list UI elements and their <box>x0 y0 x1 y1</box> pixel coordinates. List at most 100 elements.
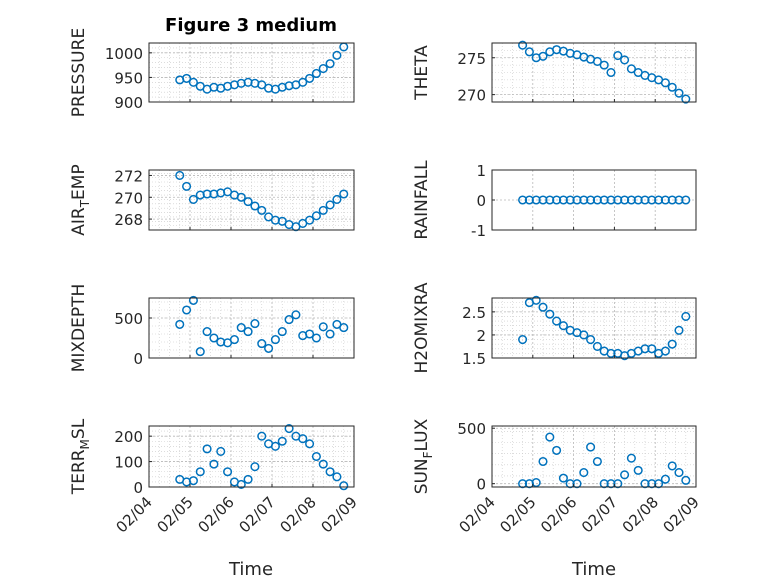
xtick-label: 02/06 <box>195 493 238 536</box>
xtick-label: 02/09 <box>660 493 703 536</box>
data-point <box>647 344 657 354</box>
data-point <box>572 195 582 205</box>
ytick-label: 1.5 <box>462 350 486 368</box>
data-point <box>660 195 670 205</box>
data-point <box>538 51 548 61</box>
data-point <box>606 195 616 205</box>
data-point <box>660 78 670 88</box>
data-point <box>270 441 280 451</box>
xtick-label: 02/04 <box>113 493 156 536</box>
data-point <box>216 446 226 456</box>
data-point <box>325 329 335 339</box>
data-point <box>545 309 555 319</box>
data-point <box>257 431 267 441</box>
data-point <box>284 315 294 325</box>
ytick-label: 100 <box>114 454 143 472</box>
xtick-label: 02/09 <box>318 493 361 536</box>
ylabel: PRESSURE <box>69 28 89 117</box>
data-point <box>257 80 267 90</box>
data-point <box>243 197 253 207</box>
axes-box <box>148 42 355 103</box>
data-point <box>257 339 267 349</box>
data-point <box>339 189 349 199</box>
data-point <box>592 341 602 352</box>
data-point <box>667 82 677 92</box>
data-point <box>558 473 568 483</box>
data-point <box>586 195 596 205</box>
data-point <box>195 347 205 357</box>
data-point <box>538 456 548 467</box>
data-point <box>606 67 616 78</box>
data-point <box>586 442 596 452</box>
ytick-label: 0 <box>133 350 143 368</box>
data-point <box>626 195 636 205</box>
data-point <box>202 189 212 199</box>
data-point <box>592 195 602 205</box>
data-point <box>681 311 691 322</box>
ytick-label: 268 <box>114 211 143 229</box>
data-point <box>223 467 233 477</box>
data-point <box>318 205 328 215</box>
ytick-label: 2.5 <box>462 304 486 322</box>
data-point <box>188 476 198 486</box>
data-point <box>270 335 280 345</box>
data-point <box>531 195 541 205</box>
data-point <box>325 467 335 477</box>
data-point <box>599 195 609 205</box>
data-point <box>620 195 630 205</box>
axes-box <box>491 42 697 103</box>
data-point <box>620 55 630 65</box>
axes-box <box>148 297 355 359</box>
data-point <box>195 467 205 477</box>
xtick-label: 02/05 <box>154 493 197 536</box>
data-point <box>250 319 260 329</box>
data-point <box>284 423 294 434</box>
ytick-label: 2 <box>476 327 486 345</box>
data-point <box>264 343 274 353</box>
data-point <box>667 195 677 205</box>
data-point <box>182 305 192 315</box>
ytick-label: 270 <box>114 189 143 207</box>
axes-box <box>148 425 355 488</box>
xtick-label: 02/05 <box>496 493 539 536</box>
data-point <box>654 195 664 205</box>
data-point <box>626 64 636 74</box>
ytick-label: 200 <box>114 428 143 446</box>
ylabel: H2OMIXRA <box>412 282 432 373</box>
data-point <box>311 211 321 221</box>
data-point <box>175 319 185 329</box>
data-point <box>298 434 308 444</box>
data-point <box>209 459 219 469</box>
data-point <box>667 339 677 349</box>
data-point <box>579 330 589 340</box>
data-point <box>332 472 342 482</box>
data-point <box>188 295 198 305</box>
data-point <box>305 215 315 225</box>
data-point <box>674 88 684 98</box>
xtick-label: 02/07 <box>578 493 621 536</box>
subplot-mixdepth: 0 500 MIXDEPTH <box>69 284 355 372</box>
ytick-label: 272 <box>114 167 143 185</box>
subplot-theta: 270 275 THETA <box>412 40 697 105</box>
data-point <box>305 73 315 83</box>
data-point <box>647 195 657 205</box>
data-point <box>640 344 650 354</box>
data-point <box>586 334 596 345</box>
figure-title: Figure 3 medium <box>165 15 337 36</box>
data-point <box>311 451 321 462</box>
ytick-label: -1 <box>471 222 486 240</box>
data-point <box>291 310 301 320</box>
subplot-h2omixra: 1.5 2 2.5 H2OMIXRA <box>412 282 697 374</box>
xtick-label: 02/07 <box>236 493 279 536</box>
data-point <box>243 474 253 484</box>
data-point <box>667 461 677 471</box>
xlabel-right: Time <box>571 559 616 580</box>
ytick-label: 950 <box>114 69 143 87</box>
subplot-pressure: 900 950 1000 PRESSURE <box>69 28 355 117</box>
data-point <box>558 321 568 331</box>
ytick-label: 900 <box>114 94 143 112</box>
data-point <box>298 77 308 87</box>
data-point <box>250 201 260 211</box>
ylabel: TERRMSL <box>69 418 92 495</box>
